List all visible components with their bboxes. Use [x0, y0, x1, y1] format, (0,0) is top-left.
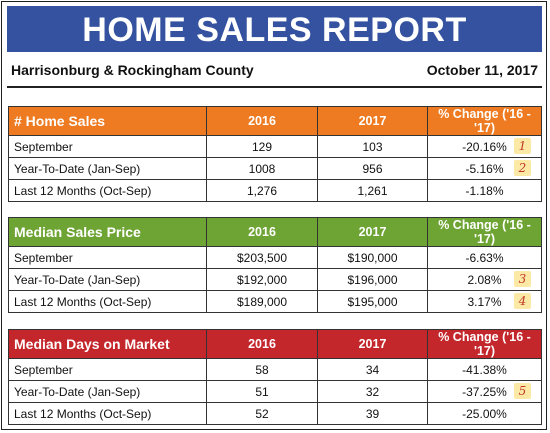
value-2016: 58	[206, 358, 318, 381]
percent-change: -1.18%	[427, 179, 542, 202]
row-label: Last 12 Months (Oct-Sep)	[8, 402, 207, 425]
percent-change-value: -37.25%	[462, 384, 507, 399]
table-row: September $203,500 $190,000 -6.63%	[8, 246, 542, 269]
median-sales-price-table: Median Sales Price 2016 2017 % Change ('…	[8, 217, 542, 313]
row-label: Year-To-Date (Jan-Sep)	[8, 157, 207, 180]
percent-change-value: -5.16%	[465, 161, 504, 176]
percent-change-value: -25.00%	[462, 406, 507, 421]
value-2016: $189,000	[206, 290, 318, 313]
table-header-row: Median Days on Market 2016 2017 % Change…	[8, 329, 542, 359]
value-2016: 51	[206, 380, 318, 403]
row-label: September	[8, 135, 207, 158]
value-2016: 129	[206, 135, 318, 158]
percent-change-value: -20.16%	[462, 139, 507, 154]
value-2017: $190,000	[317, 246, 428, 269]
percent-change: -20.16% 1	[427, 135, 542, 158]
value-2017: 39	[317, 402, 428, 425]
table-row: Last 12 Months (Oct-Sep) 1,276 1,261 -1.…	[8, 179, 542, 202]
value-2016: 1008	[206, 157, 318, 180]
column-header-change: % Change ('16 - '17)	[427, 217, 542, 247]
row-label: September	[8, 358, 207, 381]
value-2017: 34	[317, 358, 428, 381]
percent-change-value: -6.63%	[465, 250, 504, 265]
column-header-2016: 2016	[206, 217, 318, 247]
value-2017: 956	[317, 157, 428, 180]
value-2017: $196,000	[317, 268, 428, 291]
row-label: Year-To-Date (Jan-Sep)	[8, 380, 207, 403]
table-row: September 58 34 -41.38%	[8, 358, 542, 381]
column-header-change: % Change ('16 - '17)	[427, 329, 542, 359]
section-title: # Home Sales	[8, 106, 207, 136]
table-row: September 129 103 -20.16% 1	[8, 135, 542, 158]
median-days-on-market-table: Median Days on Market 2016 2017 % Change…	[8, 329, 542, 425]
percent-change-value: -1.18%	[465, 183, 504, 198]
section-title: Median Days on Market	[8, 329, 207, 359]
section-title: Median Sales Price	[8, 217, 207, 247]
row-label: September	[8, 246, 207, 269]
value-2016: $203,500	[206, 246, 318, 269]
percent-change: -25.00%	[427, 402, 542, 425]
value-2017: $195,000	[317, 290, 428, 313]
percent-change-value: -41.38%	[462, 362, 507, 377]
value-2016: 1,276	[206, 179, 318, 202]
column-header-2017: 2017	[317, 106, 428, 136]
annotation-note: 2	[514, 160, 531, 176]
column-header-2016: 2016	[206, 106, 318, 136]
annotation-note: 1	[514, 138, 531, 154]
annotation-note: 4	[514, 293, 531, 309]
report-title: HOME SALES REPORT	[7, 6, 542, 52]
column-header-2017: 2017	[317, 329, 428, 359]
table-header-row: Median Sales Price 2016 2017 % Change ('…	[8, 217, 542, 247]
table-row: Last 12 Months (Oct-Sep) 52 39 -25.00%	[8, 402, 542, 425]
percent-change: -37.25% 5	[427, 380, 542, 403]
percent-change: -6.63%	[427, 246, 542, 269]
row-label: Last 12 Months (Oct-Sep)	[8, 179, 207, 202]
value-2017: 103	[317, 135, 428, 158]
column-header-2017: 2017	[317, 217, 428, 247]
percent-change: -41.38%	[427, 358, 542, 381]
home-sales-table: # Home Sales 2016 2017 % Change ('16 - '…	[8, 106, 542, 202]
column-header-2016: 2016	[206, 329, 318, 359]
region-label: Harrisonburg & Rockingham County	[11, 62, 254, 78]
table-row: Year-To-Date (Jan-Sep) 51 32 -37.25% 5	[8, 380, 542, 403]
header-divider	[7, 86, 542, 88]
value-2016: 52	[206, 402, 318, 425]
row-label: Year-To-Date (Jan-Sep)	[8, 268, 207, 291]
row-label: Last 12 Months (Oct-Sep)	[8, 290, 207, 313]
value-2017: 1,261	[317, 179, 428, 202]
value-2016: $192,000	[206, 268, 318, 291]
percent-change-value: 2.08%	[467, 272, 502, 287]
column-header-change: % Change ('16 - '17)	[427, 106, 542, 136]
table-header-row: # Home Sales 2016 2017 % Change ('16 - '…	[8, 106, 542, 136]
table-row: Last 12 Months (Oct-Sep) $189,000 $195,0…	[8, 290, 542, 313]
table-row: Year-To-Date (Jan-Sep) $192,000 $196,000…	[8, 268, 542, 291]
percent-change: 3.17% 4	[427, 290, 542, 313]
report-date: October 11, 2017	[426, 62, 538, 78]
table-row: Year-To-Date (Jan-Sep) 1008 956 -5.16% 2	[8, 157, 542, 180]
percent-change: 2.08% 3	[427, 268, 542, 291]
annotation-note: 3	[514, 271, 531, 287]
report-subheader: Harrisonburg & Rockingham County October…	[7, 60, 540, 82]
percent-change-value: 3.17%	[467, 294, 502, 309]
value-2017: 32	[317, 380, 428, 403]
percent-change: -5.16% 2	[427, 157, 542, 180]
annotation-note: 5	[514, 383, 531, 399]
